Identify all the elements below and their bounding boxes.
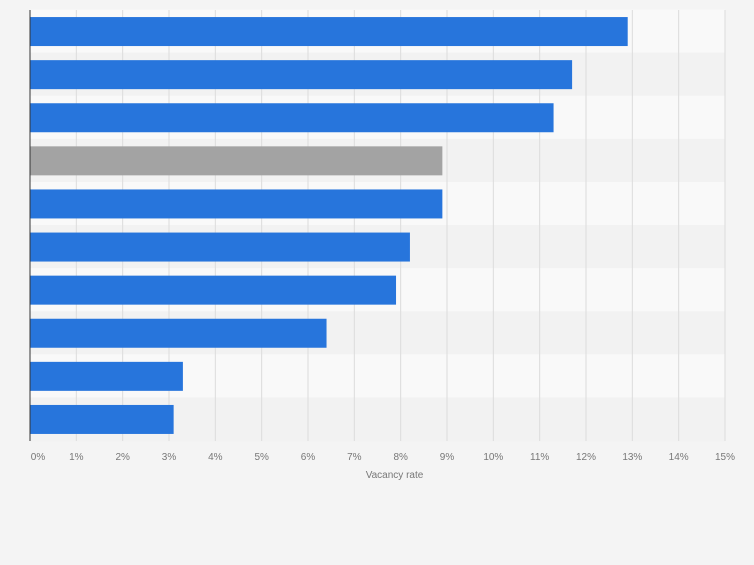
bar[interactable] <box>30 318 327 348</box>
bar[interactable] <box>30 275 397 305</box>
bar[interactable] <box>30 17 628 47</box>
bar[interactable] <box>30 404 174 434</box>
bar[interactable] <box>30 361 183 391</box>
x-tick-label: 15% <box>715 452 735 463</box>
bar[interactable] <box>30 60 573 90</box>
x-tick-label: 3% <box>162 452 177 463</box>
x-tick-label: 9% <box>440 452 455 463</box>
x-tick-label: 10% <box>483 452 503 463</box>
x-tick-label: 1% <box>69 452 84 463</box>
bars <box>30 17 628 434</box>
x-axis-label: Vacancy rate <box>366 470 424 481</box>
x-tick-label: 2% <box>115 452 130 463</box>
x-tick-label: 11% <box>530 452 549 463</box>
x-tick-label: 0% <box>31 452 46 463</box>
x-tick-label: 5% <box>254 452 269 463</box>
x-tick-label: 8% <box>393 452 408 463</box>
x-tick-label: 6% <box>301 452 316 463</box>
x-tick-labels: 0% 1% 2% 3% 4% 5% 6% 7% 8% 9% 10% 11% 12% 13% 14% 15% <box>31 452 735 463</box>
x-tick-label: 12% <box>576 452 596 463</box>
bar[interactable] <box>30 103 554 133</box>
x-tick-label: 7% <box>347 452 362 463</box>
bar[interactable] <box>30 189 443 219</box>
bar[interactable] <box>30 232 410 262</box>
bar[interactable] <box>30 146 443 176</box>
x-tick-label: 13% <box>622 452 642 463</box>
x-tick-label: 14% <box>669 452 689 463</box>
x-tick-label: 4% <box>208 452 223 463</box>
